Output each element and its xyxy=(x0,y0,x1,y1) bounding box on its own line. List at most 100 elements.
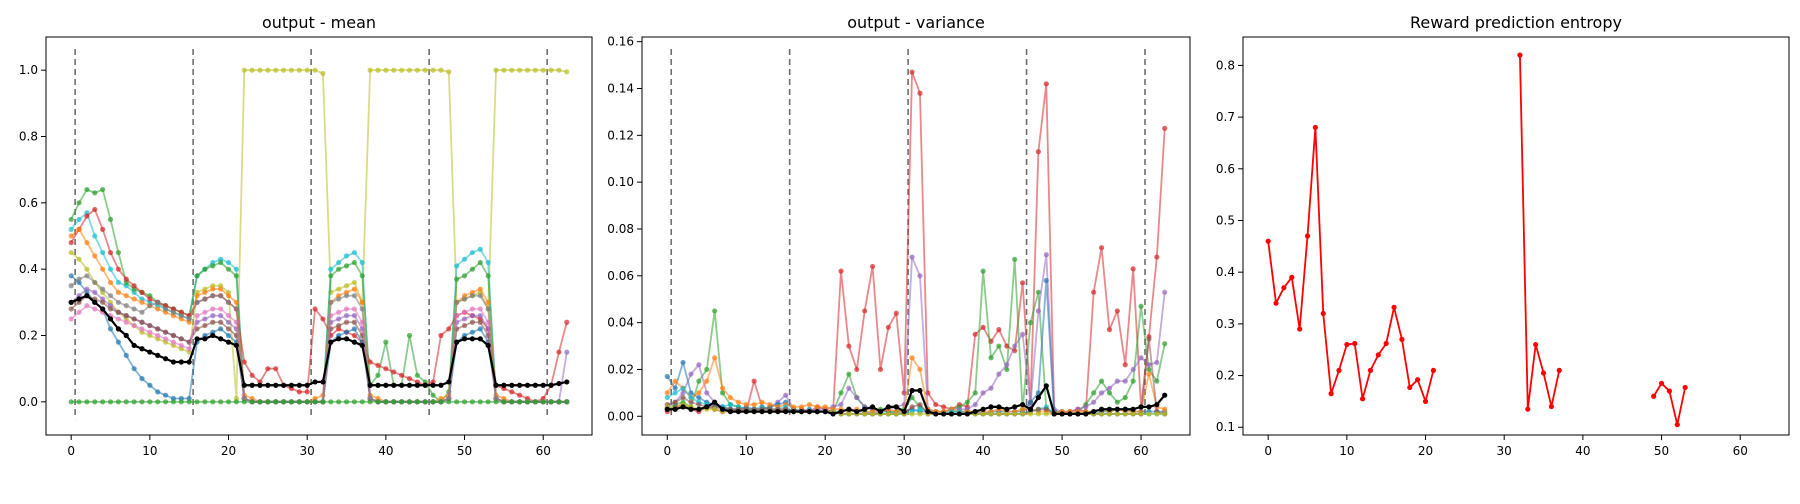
data-point xyxy=(100,266,106,272)
data-point xyxy=(680,359,686,366)
data-point xyxy=(336,399,342,405)
data-point xyxy=(155,326,161,332)
data-point xyxy=(1020,406,1026,412)
data-point xyxy=(430,399,436,405)
y-tick-label: 0.7 xyxy=(1216,110,1235,124)
data-point xyxy=(830,411,836,417)
data-point xyxy=(391,369,397,375)
data-point xyxy=(1106,327,1113,333)
data-point xyxy=(696,362,702,368)
data-point xyxy=(509,399,515,405)
data-point xyxy=(202,399,208,405)
data-point xyxy=(1146,362,1152,368)
data-point xyxy=(1043,383,1049,389)
data-point xyxy=(1091,289,1097,295)
data-point xyxy=(210,399,216,405)
data-point xyxy=(100,399,106,405)
series-0 xyxy=(68,67,570,402)
series-line xyxy=(666,356,1165,415)
data-point xyxy=(877,408,884,415)
data-point xyxy=(351,332,357,339)
data-point xyxy=(68,233,74,239)
data-point xyxy=(775,408,781,415)
data-point xyxy=(1035,289,1041,295)
data-point xyxy=(1083,404,1089,410)
data-point xyxy=(485,273,491,279)
data-point xyxy=(461,336,468,342)
data-point xyxy=(351,399,357,405)
data-point xyxy=(273,67,279,73)
data-point xyxy=(877,366,884,373)
data-point xyxy=(980,390,986,396)
data-point xyxy=(1098,390,1105,396)
data-point xyxy=(1138,303,1144,309)
data-point xyxy=(469,336,476,342)
data-point xyxy=(461,399,468,405)
series-line xyxy=(666,71,1166,415)
data-point xyxy=(743,408,749,415)
data-point xyxy=(901,408,907,415)
data-point xyxy=(548,382,554,388)
data-point xyxy=(399,372,405,378)
data-point xyxy=(194,299,200,305)
series-0 xyxy=(1265,52,1688,428)
data-point xyxy=(351,259,357,266)
data-point xyxy=(1273,300,1279,306)
data-point xyxy=(485,306,491,312)
data-point xyxy=(719,385,726,391)
data-point xyxy=(517,392,523,398)
data-point xyxy=(1067,411,1073,417)
data-point xyxy=(84,293,90,299)
data-point xyxy=(162,392,169,398)
data-point xyxy=(1122,362,1128,368)
data-point xyxy=(375,372,381,378)
data-point xyxy=(893,411,899,417)
chart-title: Reward prediction entropy xyxy=(1410,13,1622,32)
data-point xyxy=(1658,380,1665,386)
data-point xyxy=(1091,390,1097,396)
data-point xyxy=(155,399,161,405)
data-point xyxy=(493,67,499,73)
data-point xyxy=(218,319,224,325)
data-point xyxy=(328,273,334,279)
series-line xyxy=(70,294,568,387)
data-point xyxy=(399,399,405,405)
y-tick-label: 0.6 xyxy=(19,196,38,210)
data-point xyxy=(564,69,570,75)
data-point xyxy=(696,401,702,408)
data-point xyxy=(249,372,255,378)
data-point xyxy=(751,401,757,408)
x-tick-label: 0 xyxy=(1264,444,1272,458)
data-point xyxy=(893,310,899,316)
data-point xyxy=(1004,362,1010,368)
data-point xyxy=(100,306,106,312)
data-point xyxy=(948,411,955,417)
data-point xyxy=(351,286,357,292)
data-point xyxy=(320,316,326,322)
data-point xyxy=(115,339,121,345)
data-point xyxy=(1004,411,1010,417)
plot-area xyxy=(68,67,570,405)
axes-frame xyxy=(641,36,1191,436)
data-point xyxy=(1020,331,1026,337)
data-point xyxy=(1059,411,1065,417)
data-point xyxy=(155,352,161,358)
data-point xyxy=(798,408,805,415)
data-point xyxy=(1043,252,1049,258)
data-point xyxy=(328,399,334,405)
data-point xyxy=(1154,359,1160,366)
series-6 xyxy=(664,336,1168,417)
y-tick-label: 0.8 xyxy=(19,130,38,144)
data-point xyxy=(336,316,342,322)
data-point xyxy=(909,404,915,410)
data-point xyxy=(980,411,986,417)
data-point xyxy=(336,259,342,266)
data-point xyxy=(162,329,169,335)
data-point xyxy=(806,401,813,408)
data-point xyxy=(84,286,90,292)
data-point xyxy=(68,316,74,322)
data-point xyxy=(139,309,145,315)
data-point xyxy=(704,378,710,384)
data-point xyxy=(509,389,515,395)
data-point xyxy=(564,379,570,385)
